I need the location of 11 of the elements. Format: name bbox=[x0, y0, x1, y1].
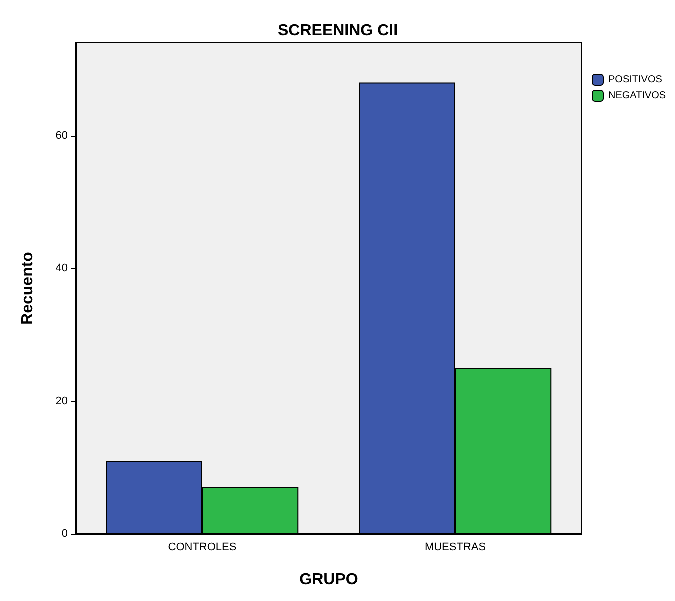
y-tick-label: 40 bbox=[56, 262, 68, 275]
x-tick-label: MUESTRAS bbox=[424, 542, 486, 554]
y-axis-title: Recuento bbox=[20, 252, 36, 325]
x-tick-label: CONTROLES bbox=[168, 542, 237, 554]
y-tick-label: 60 bbox=[56, 130, 68, 142]
legend-label: NEGATIVOS bbox=[608, 90, 666, 102]
y-tick-label: 0 bbox=[62, 528, 68, 540]
chart-title: SCREENING CII bbox=[278, 22, 398, 40]
x-axis-title: GRUPO bbox=[300, 572, 358, 588]
y-tick-label: 20 bbox=[56, 395, 68, 408]
legend-label: POSITIVOS bbox=[608, 74, 663, 86]
